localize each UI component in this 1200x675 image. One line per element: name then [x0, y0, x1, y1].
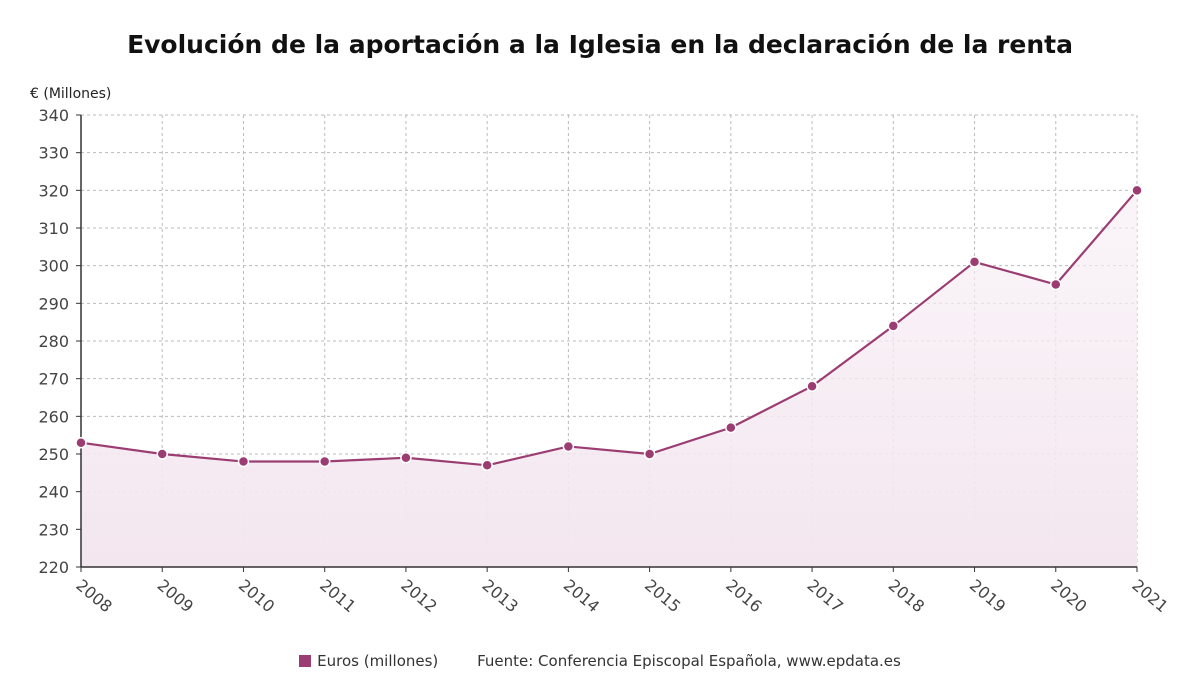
data-point-2016[interactable]: [725, 421, 737, 434]
x-tick-label: 2018: [885, 576, 928, 617]
y-tick-label: 220: [38, 558, 69, 577]
x-tick-label: 2021: [1128, 576, 1171, 617]
y-tick-label: 270: [38, 370, 69, 389]
data-point-2014[interactable]: [562, 440, 575, 453]
x-tick-label: 2013: [479, 576, 522, 617]
data-point-2019[interactable]: [968, 256, 981, 268]
y-tick-labels: 220 230 240 250 260 270 280 290 300 310 320 330 340: [38, 106, 69, 577]
y-tick-label: 290: [38, 294, 69, 313]
series-line: [80, 189, 1138, 467]
data-point-2013[interactable]: [481, 459, 493, 472]
legend: Euros (millones) Fuente: Conferencia Epi…: [0, 652, 1200, 670]
x-tick-label: 2014: [560, 576, 603, 617]
data-point-2015[interactable]: [643, 448, 656, 460]
data-point-2018[interactable]: [887, 320, 900, 332]
y-tick-label: 310: [38, 219, 69, 238]
x-tick-label: 2008: [72, 576, 115, 617]
data-point-2021[interactable]: [1131, 184, 1143, 197]
data-point-2020[interactable]: [1050, 278, 1062, 291]
y-tick-label: 250: [38, 445, 69, 464]
x-tick-label: 2009: [154, 576, 197, 617]
legend-swatch: [299, 655, 312, 667]
y-tick-label: 230: [38, 520, 69, 539]
y-tick-label: 330: [38, 144, 69, 163]
data-point-2009[interactable]: [156, 448, 168, 460]
x-tick-label: 2015: [641, 576, 684, 617]
x-tick-label: 2016: [722, 576, 765, 617]
series-points: [75, 184, 1143, 472]
series-area: [81, 190, 1137, 568]
y-axis-unit-label: € (Millones): [30, 86, 112, 102]
y-tick-label: 280: [38, 332, 69, 351]
x-tick-label: 2020: [1047, 576, 1090, 617]
x-tick-label: 2017: [804, 576, 847, 617]
x-tick-label: 2019: [966, 576, 1009, 617]
data-point-2012[interactable]: [400, 452, 412, 464]
y-tick-label: 320: [38, 181, 69, 200]
y-tick-label: 240: [38, 483, 69, 502]
x-tick-label: 2012: [397, 576, 440, 617]
source-note: Fuente: Conferencia Episcopal Española, …: [477, 652, 901, 670]
chart-title: Evolución de la aportación a la Iglesia …: [127, 30, 1073, 59]
axes: [76, 114, 1138, 572]
x-tick-label: 2010: [235, 576, 278, 617]
y-tick-label: 300: [38, 257, 69, 276]
data-point-2008[interactable]: [75, 436, 87, 449]
data-point-2017[interactable]: [806, 380, 818, 392]
data-point-2010[interactable]: [237, 455, 250, 468]
x-tick-labels: 2008 2009 2010 2011 2012 2013 2014 2015 2016 2017…: [72, 576, 1171, 617]
legend-series-label: Euros (millones): [317, 652, 439, 670]
x-tick-label: 2011: [316, 576, 359, 617]
y-tick-label: 260: [38, 407, 69, 426]
y-tick-label: 340: [38, 106, 69, 125]
data-point-2011[interactable]: [318, 455, 331, 468]
